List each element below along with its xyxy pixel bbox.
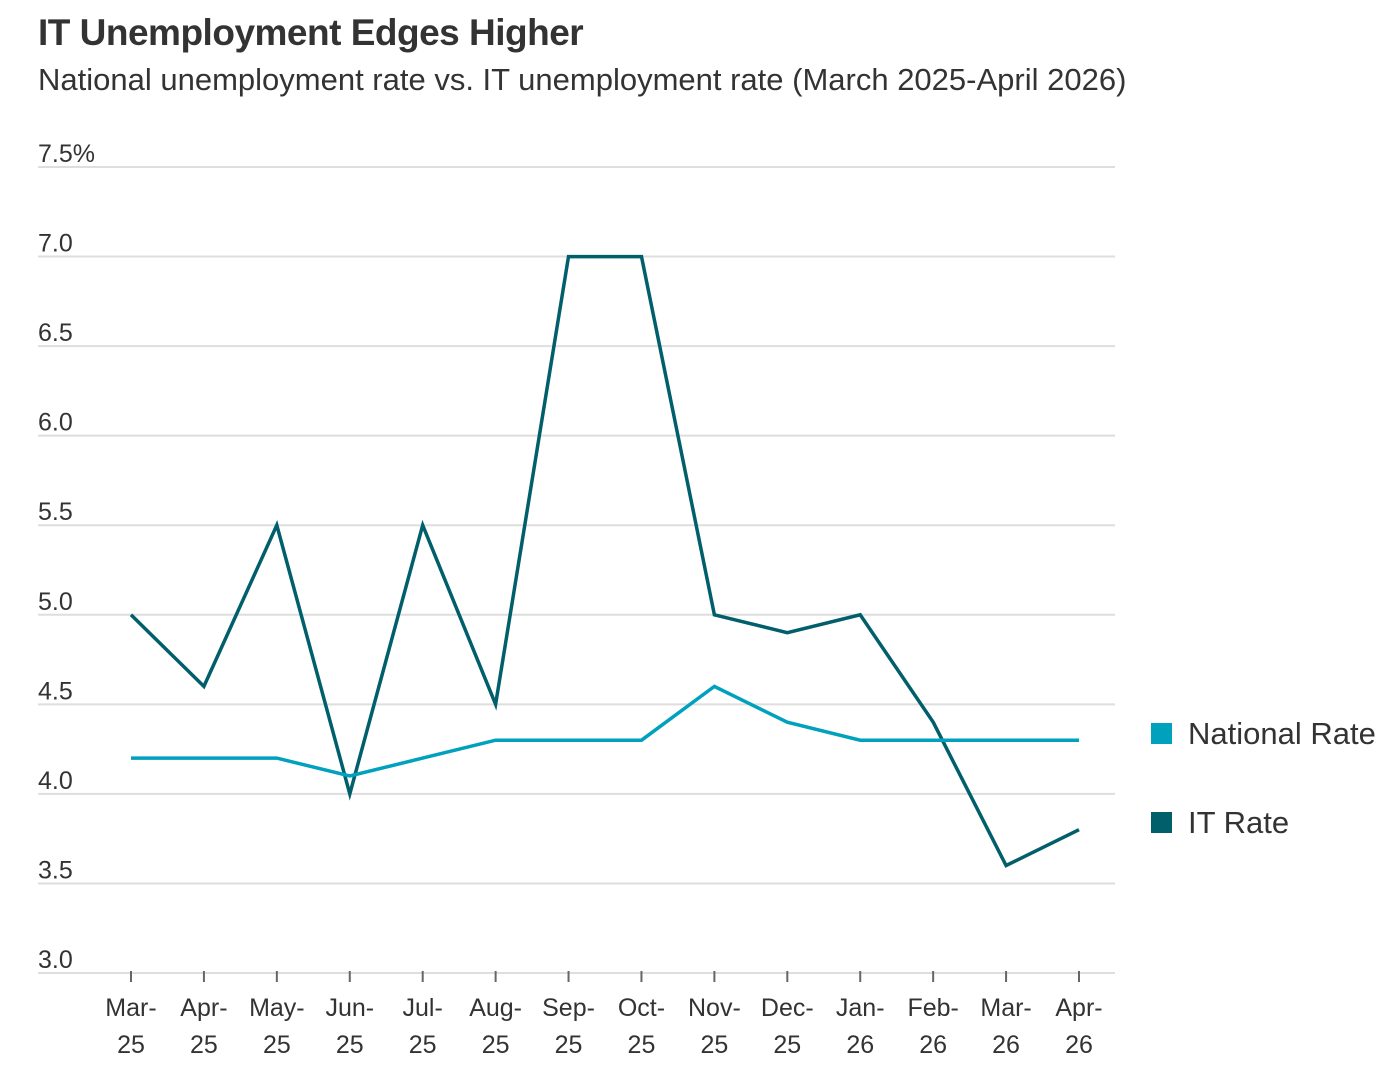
x-tick-label-year: 25 <box>700 1031 728 1059</box>
x-tick-label: Jan- <box>836 994 885 1022</box>
x-tick-label-year: 26 <box>992 1031 1020 1059</box>
y-tick-label: 6.5 <box>38 319 73 347</box>
x-tick-label-year: 25 <box>628 1031 656 1059</box>
chart-subtitle: National unemployment rate vs. IT unempl… <box>38 62 1127 97</box>
gridlines <box>38 166 1115 885</box>
y-tick-label: 5.0 <box>38 588 73 616</box>
y-tick-label: 7.0 <box>38 230 73 258</box>
x-tick-label: Aug- <box>469 994 522 1022</box>
y-tick-label: 7.5% <box>38 140 95 168</box>
legend-swatch-it-rate <box>1151 812 1172 833</box>
x-tick-label-year: 25 <box>190 1031 218 1059</box>
x-tick-label-year: 25 <box>263 1031 291 1059</box>
x-tick-label: Sep- <box>542 994 595 1022</box>
x-tick-label-year: 25 <box>773 1031 801 1059</box>
y-tick-label: 3.0 <box>38 946 73 974</box>
x-tick-label: Nov- <box>688 994 741 1022</box>
y-tick-label: 4.0 <box>38 767 73 795</box>
x-tick-label: Jun- <box>325 994 374 1022</box>
x-tick-label: Mar- <box>980 994 1031 1022</box>
x-tick-label: Oct- <box>618 994 665 1022</box>
x-tick-label: May- <box>249 994 305 1022</box>
chart-title: IT Unemployment Edges Higher <box>38 12 584 53</box>
x-tick-label: Feb- <box>907 994 958 1022</box>
legend: National Rate IT Rate <box>1151 716 1376 840</box>
y-axis-tick-labels: 3.0 3.5 4.0 4.5 5.0 5.5 6.0 6.5 7.0 7.5% <box>38 140 95 974</box>
series-line-national-rate <box>131 684 1079 778</box>
x-tick-label-year: 26 <box>919 1031 947 1059</box>
y-tick-label: 4.5 <box>38 677 73 705</box>
x-tick-label-year: 25 <box>409 1031 437 1059</box>
legend-label-it-rate: IT Rate <box>1188 805 1289 840</box>
x-tick-label: Mar- <box>105 994 156 1022</box>
x-axis-tick-labels: Mar- 25 Apr- 25 May- 25 Jun- 25 Jul- 25 Aug- 25 Sep-… <box>105 994 1102 1059</box>
x-axis <box>38 971 1115 982</box>
x-tick-label: Jul- <box>403 994 443 1022</box>
y-tick-label: 3.5 <box>38 856 73 884</box>
x-tick-label-year: 25 <box>555 1031 583 1059</box>
y-tick-label: 5.5 <box>38 498 73 526</box>
x-tick-label: Apr- <box>1055 994 1102 1022</box>
series-lines <box>129 254 1080 868</box>
x-tick-label-year: 26 <box>846 1031 874 1059</box>
x-tick-label: Dec- <box>761 994 814 1022</box>
y-tick-label: 6.0 <box>38 409 73 437</box>
legend-swatch-national-rate <box>1151 723 1172 744</box>
x-tick-label-year: 25 <box>336 1031 364 1059</box>
x-tick-label: Apr- <box>180 994 227 1022</box>
series-line-it-rate <box>129 254 1080 868</box>
x-tick-label-year: 25 <box>482 1031 510 1059</box>
legend-label-national-rate: National Rate <box>1188 716 1376 751</box>
x-tick-label-year: 25 <box>117 1031 145 1059</box>
x-tick-label-year: 26 <box>1065 1031 1093 1059</box>
